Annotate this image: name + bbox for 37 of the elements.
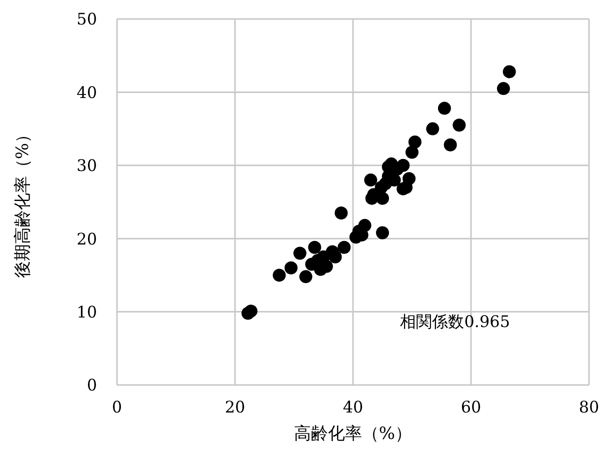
x-axis-title: 高齢化率（%） xyxy=(294,424,412,444)
x-tick-label: 0 xyxy=(112,397,122,416)
y-axis-title: 後期高齢化率（%） xyxy=(13,126,34,278)
point xyxy=(272,268,286,282)
point xyxy=(365,192,378,205)
x-tick-label: 60 xyxy=(460,397,482,416)
point xyxy=(426,122,440,136)
x-tick-label: 80 xyxy=(578,397,600,416)
point xyxy=(396,158,410,172)
x-tick-label: 40 xyxy=(342,397,364,416)
point xyxy=(438,102,451,115)
y-tick-label: 50 xyxy=(76,10,97,29)
y-tick-label: 20 xyxy=(76,229,97,248)
point xyxy=(284,261,298,274)
x-tick-label: 20 xyxy=(224,397,246,416)
y-tick-label: 0 xyxy=(86,376,97,395)
y-tick-label: 30 xyxy=(76,156,97,176)
point xyxy=(299,270,312,284)
point xyxy=(364,174,378,187)
point xyxy=(452,118,466,132)
y-tick-label: 40 xyxy=(76,82,97,102)
point xyxy=(496,82,510,96)
point xyxy=(338,240,351,254)
point xyxy=(374,180,388,194)
point xyxy=(408,135,422,148)
point xyxy=(444,138,457,152)
point xyxy=(293,246,306,260)
y-tick-label: 10 xyxy=(76,302,97,322)
point xyxy=(402,172,416,186)
point xyxy=(376,226,389,240)
point xyxy=(244,304,258,318)
annotation: 相関係数0.965 xyxy=(400,312,510,333)
point xyxy=(334,206,348,220)
point xyxy=(358,218,372,232)
point xyxy=(502,65,516,78)
point xyxy=(308,240,322,254)
point xyxy=(328,250,342,264)
